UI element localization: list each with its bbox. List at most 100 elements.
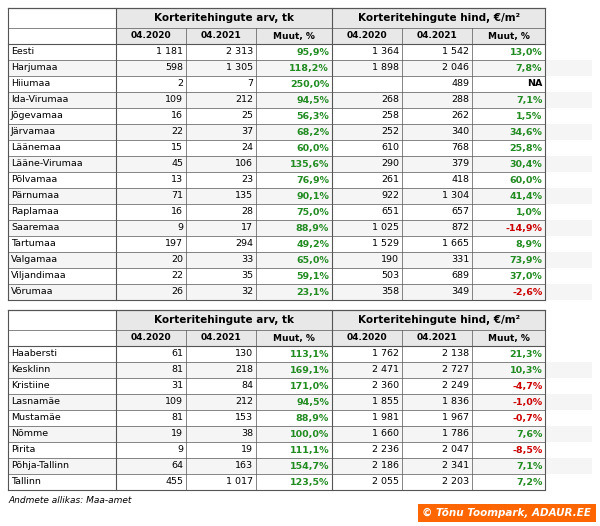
- Text: 1 025: 1 025: [372, 224, 399, 232]
- Bar: [256, 330, 332, 346]
- Text: 21,3%: 21,3%: [509, 349, 542, 359]
- Text: 768: 768: [451, 144, 469, 153]
- Text: 95,9%: 95,9%: [296, 47, 329, 56]
- Text: Andmete allikas: Maa-amet: Andmete allikas: Maa-amet: [8, 496, 131, 505]
- Bar: [8, 458, 592, 474]
- Text: Muut, %: Muut, %: [488, 32, 530, 41]
- Text: Muut, %: Muut, %: [488, 333, 530, 342]
- Text: 1 542: 1 542: [442, 47, 469, 56]
- Bar: [8, 346, 592, 362]
- Text: 2 341: 2 341: [442, 461, 469, 470]
- Text: 1 305: 1 305: [226, 64, 253, 73]
- Text: Eesti: Eesti: [11, 47, 34, 56]
- Text: Põhja-Tallinn: Põhja-Tallinn: [11, 461, 69, 470]
- Text: 163: 163: [235, 461, 253, 470]
- Text: 04.2021: 04.2021: [417, 32, 458, 41]
- Text: 38: 38: [241, 430, 253, 439]
- Text: 7,8%: 7,8%: [516, 64, 542, 73]
- Text: 290: 290: [381, 159, 399, 168]
- Text: 37: 37: [241, 127, 253, 137]
- Text: 13: 13: [171, 176, 183, 185]
- Text: Kristiine: Kristiine: [11, 381, 50, 390]
- Bar: [332, 8, 545, 28]
- Text: 22: 22: [171, 127, 183, 137]
- Text: 26: 26: [171, 288, 183, 297]
- Text: 65,0%: 65,0%: [296, 256, 329, 265]
- Text: 250,0%: 250,0%: [290, 79, 329, 88]
- Text: 294: 294: [235, 239, 253, 248]
- Text: 35: 35: [241, 271, 253, 280]
- Text: -4,7%: -4,7%: [512, 381, 542, 390]
- Text: 84: 84: [241, 381, 253, 390]
- Text: Muut, %: Muut, %: [273, 32, 315, 41]
- Text: 2 186: 2 186: [372, 461, 399, 470]
- Text: 88,9%: 88,9%: [296, 413, 329, 422]
- Text: 7,2%: 7,2%: [516, 478, 542, 487]
- Bar: [8, 426, 592, 442]
- Bar: [8, 410, 592, 426]
- Text: 49,2%: 49,2%: [296, 239, 329, 248]
- Text: 90,1%: 90,1%: [296, 191, 329, 200]
- Bar: [8, 220, 592, 236]
- Text: 252: 252: [381, 127, 399, 137]
- Text: 9: 9: [177, 446, 183, 454]
- Bar: [8, 268, 592, 284]
- Text: 2 047: 2 047: [442, 446, 469, 454]
- Text: 56,3%: 56,3%: [296, 112, 329, 120]
- Text: Nõmme: Nõmme: [11, 430, 48, 439]
- Text: Lasnamäe: Lasnamäe: [11, 398, 60, 407]
- Bar: [8, 140, 592, 156]
- Text: Läänemaa: Läänemaa: [11, 144, 61, 153]
- Text: 358: 358: [381, 288, 399, 297]
- Text: 109: 109: [165, 398, 183, 407]
- Bar: [8, 204, 592, 220]
- Text: 59,1%: 59,1%: [296, 271, 329, 280]
- Text: -0,7%: -0,7%: [512, 413, 542, 422]
- Text: 212: 212: [235, 96, 253, 105]
- Text: 73,9%: 73,9%: [509, 256, 542, 265]
- Text: 81: 81: [171, 366, 183, 375]
- Text: 100,0%: 100,0%: [290, 430, 329, 439]
- Bar: [332, 310, 545, 330]
- Text: Viljandimaa: Viljandimaa: [11, 271, 67, 280]
- Text: 2 236: 2 236: [372, 446, 399, 454]
- Bar: [8, 252, 592, 268]
- Text: 41,4%: 41,4%: [509, 191, 542, 200]
- Text: 489: 489: [451, 79, 469, 88]
- Bar: [8, 44, 592, 60]
- Text: 60,0%: 60,0%: [296, 144, 329, 153]
- Text: 1 786: 1 786: [442, 430, 469, 439]
- Text: Korteritehingute hind, €/m²: Korteritehingute hind, €/m²: [358, 13, 520, 23]
- Bar: [116, 8, 332, 28]
- Text: 37,0%: 37,0%: [509, 271, 542, 280]
- Bar: [472, 28, 545, 44]
- Text: 2 138: 2 138: [442, 349, 469, 359]
- Text: 657: 657: [451, 207, 469, 217]
- Text: 111,1%: 111,1%: [289, 446, 329, 454]
- Text: -8,5%: -8,5%: [512, 446, 542, 454]
- Text: 118,2%: 118,2%: [289, 64, 329, 73]
- Text: 88,9%: 88,9%: [296, 224, 329, 232]
- Text: 1 529: 1 529: [372, 239, 399, 248]
- Text: 23: 23: [241, 176, 253, 185]
- Bar: [8, 236, 592, 252]
- Text: NA: NA: [527, 79, 542, 88]
- Text: 94,5%: 94,5%: [296, 398, 329, 407]
- Bar: [8, 378, 592, 394]
- Bar: [8, 60, 592, 76]
- Text: 20: 20: [171, 256, 183, 265]
- Bar: [8, 310, 592, 490]
- Text: 15: 15: [171, 144, 183, 153]
- Text: 379: 379: [451, 159, 469, 168]
- Bar: [116, 330, 186, 346]
- Bar: [8, 8, 592, 300]
- Text: 651: 651: [381, 207, 399, 217]
- Text: 2 046: 2 046: [442, 64, 469, 73]
- Text: 1 017: 1 017: [226, 478, 253, 487]
- Bar: [8, 188, 592, 204]
- Text: Tartumaa: Tartumaa: [11, 239, 56, 248]
- Text: 32: 32: [241, 288, 253, 297]
- Text: -1,0%: -1,0%: [512, 398, 542, 407]
- Text: 109: 109: [165, 96, 183, 105]
- Text: 64: 64: [171, 461, 183, 470]
